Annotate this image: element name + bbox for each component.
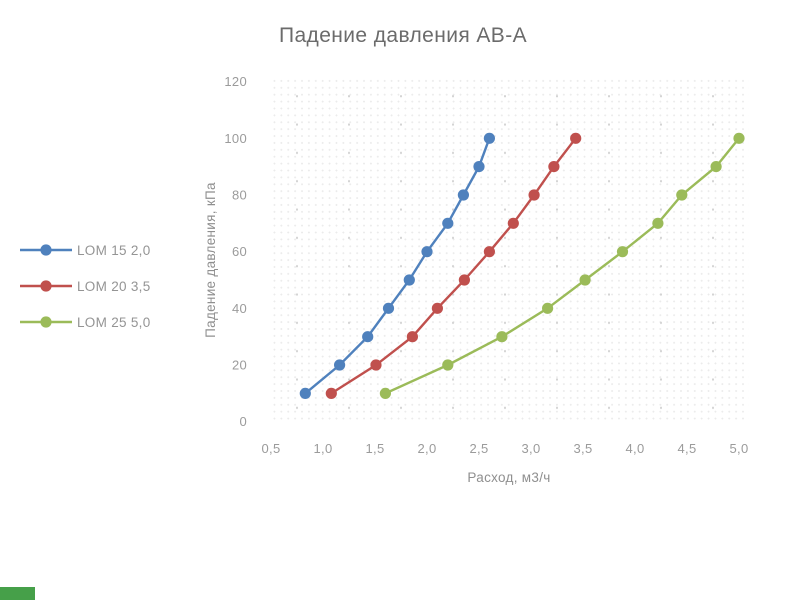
x-tick-label: 3,0: [522, 441, 541, 456]
series-marker: [382, 302, 395, 314]
series-marker: [710, 161, 722, 173]
series-marker: [442, 359, 454, 371]
series-marker: [299, 387, 311, 399]
series-marker: [616, 246, 629, 258]
x-axis-title: Расход, м3/ч: [467, 470, 551, 485]
series-marker: [442, 217, 454, 229]
series-marker: [457, 189, 469, 201]
legend: LOM 15 2,0 LOM 20 3,5 LOM 25 5,0: [20, 239, 151, 347]
series-marker: [528, 189, 540, 201]
series-line: [330, 137, 577, 395]
corner-accent: [0, 587, 35, 600]
y-tick-label: 40: [232, 301, 247, 316]
legend-item-label: LOM 15 2,0: [77, 242, 151, 258]
legend-marker-icon: [20, 280, 72, 292]
series-marker: [379, 387, 391, 399]
x-tick-label: 2,0: [418, 441, 437, 456]
series-marker: [496, 331, 508, 343]
series-marker: [325, 387, 337, 399]
legend-item-label: LOM 25 5,0: [77, 314, 151, 330]
x-tick-label: 5,0: [730, 441, 749, 456]
y-tick-label: 100: [224, 131, 247, 146]
series-marker: [507, 217, 519, 229]
legend-item: LOM 15 2,0: [20, 239, 151, 261]
series-marker: [652, 217, 664, 229]
series-marker: [403, 274, 415, 286]
series-line: [384, 137, 740, 395]
series-marker: [362, 331, 374, 343]
plot-area-grid-dots: [271, 75, 749, 422]
series-marker: [421, 246, 433, 258]
y-tick-label: 80: [232, 187, 247, 202]
x-tick-label: 3,5: [574, 441, 593, 456]
series-marker: [370, 359, 382, 371]
series-marker: [473, 161, 485, 173]
series-marker: [579, 274, 591, 286]
x-tick-label: 2,5: [470, 441, 489, 456]
y-tick-label: 20: [232, 358, 247, 373]
series-marker: [458, 274, 470, 286]
legend-marker-icon: [20, 316, 72, 328]
series-marker: [548, 161, 560, 173]
y-tick-label: 120: [224, 74, 247, 89]
legend-item: LOM 25 5,0: [20, 311, 151, 333]
series-marker: [406, 331, 418, 343]
series-marker: [570, 132, 582, 144]
chart-title: Падение давления АВ-А: [278, 24, 528, 47]
x-tick-label: 0,5: [262, 441, 281, 456]
series-marker: [483, 246, 495, 258]
series-marker: [483, 132, 495, 144]
legend-item: LOM 20 3,5: [20, 275, 151, 297]
series-line: [304, 137, 491, 395]
y-tick-label: 0: [239, 414, 247, 429]
y-tick-label: 60: [232, 244, 247, 259]
series-marker: [733, 132, 745, 144]
series-marker: [431, 302, 443, 314]
legend-marker-icon: [20, 244, 72, 256]
series-marker: [334, 359, 346, 371]
series-marker: [676, 189, 688, 201]
legend-item-label: LOM 20 3,5: [77, 278, 151, 294]
x-tick-label: 1,5: [366, 441, 385, 456]
series-marker: [542, 302, 554, 314]
x-tick-label: 4,5: [678, 441, 697, 456]
x-tick-label: 1,0: [314, 441, 333, 456]
x-tick-label: 4,0: [626, 441, 645, 456]
